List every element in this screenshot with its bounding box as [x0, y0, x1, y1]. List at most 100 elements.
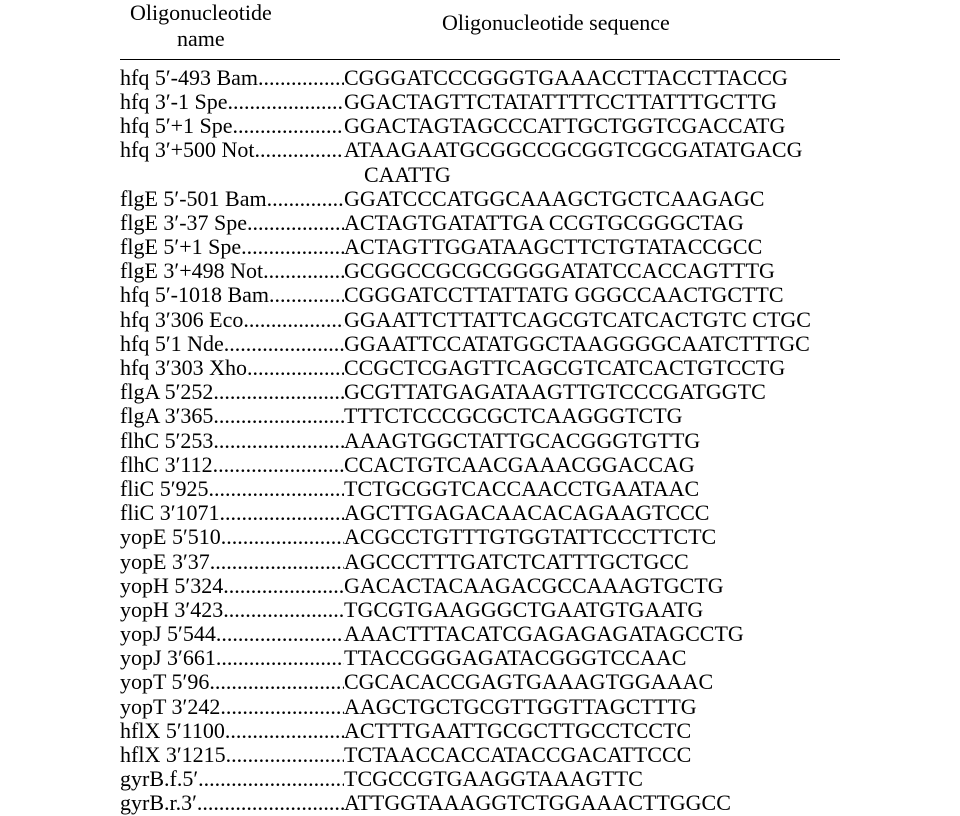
oligo-name-cell: hfq 5′-1018 Bam.........................…: [120, 283, 344, 307]
oligo-name-cell: hfq 3′-1 Spe............................…: [120, 90, 344, 114]
oligo-name-cell: hfq 3′+500 Not..........................…: [120, 138, 344, 162]
oligo-sequence-cell: TTACCGGGAGATACGGGTCCAAC: [344, 646, 840, 670]
table-row: hflX 3′1215.............................…: [120, 743, 840, 767]
oligo-sequence-cell: CGGGATCCCGGGTGAAACCTTACCTTACCG: [344, 66, 840, 90]
oligo-name: fliC 5′925..............................…: [120, 477, 344, 501]
table-row: yopE 3′37...............................…: [120, 550, 840, 574]
table-row: yopH 3′423..............................…: [120, 598, 840, 622]
oligo-sequence-cont: CAATTG: [344, 163, 840, 187]
oligo-name: gyrB.f.5′...............................…: [120, 767, 344, 791]
table-row: flhC 3′112..............................…: [120, 453, 840, 477]
oligo-name-cell: flhC 3′112..............................…: [120, 453, 344, 477]
header-name-line1: Oligonucleotidename: [130, 0, 272, 51]
oligo-sequence-cell: TCGCCGTGAAGGTAAAGTTC: [344, 767, 840, 791]
oligo-name-cell: hfq 5′1 Nde.............................…: [120, 332, 344, 356]
oligo-sequence-cell: GGACTAGTAGCCCATTGCTGGTCGACCATG: [344, 114, 840, 138]
table-row: fliC 5′925..............................…: [120, 477, 840, 501]
oligo-name: hfq 5′-493 Bam..........................…: [120, 66, 344, 90]
table-row: yopH 5′324..............................…: [120, 574, 840, 598]
oligo-name: fliC 3′1071.............................…: [120, 501, 344, 525]
oligo-name-cell: hfq 5′-493 Bam..........................…: [120, 66, 344, 90]
oligo-sequence-cell: TCTAACCACCATACCGACATTCCC: [344, 743, 840, 767]
oligo-sequence-cell: ACTAGTGATATTGA CCGTGCGGGCTAG: [344, 211, 840, 235]
oligo-name-cell: hflX 3′1215.............................…: [120, 743, 344, 767]
oligo-name: hfq 3′-1 Spe............................…: [120, 90, 344, 114]
oligo-name-cell: flgE 5′+1 Spe...........................…: [120, 235, 344, 259]
table-row: flgE 5′-501 Bam.........................…: [120, 187, 840, 211]
oligo-sequence-cell: TTTCTCCCGCGCTCAAGGGTCTG: [344, 404, 840, 428]
oligo-name: yopJ 5′544..............................…: [120, 622, 344, 646]
oligo-name: flgA 5′252..............................…: [120, 380, 344, 404]
empty-cell: [120, 163, 344, 187]
table-row: flgE 3′+498 Not.........................…: [120, 259, 840, 283]
oligo-name: yopT 5′96...............................…: [120, 670, 344, 694]
oligo-sequence-cell: TCTGCGGTCACCAACCTGAATAAC: [344, 477, 840, 501]
oligo-name-cell: yopE 5′510..............................…: [120, 525, 344, 549]
oligo-table: Oligonucleotidename Oligonucleotide sequ…: [0, 0, 960, 816]
oligo-sequence-cell: CCGCTCGAGTTCAGCGTCATCACTGTCCTG: [344, 356, 840, 380]
oligo-name-cell: yopJ 5′544..............................…: [120, 622, 344, 646]
table-row: fliC 3′1071.............................…: [120, 501, 840, 525]
oligo-name: flgE 5′-501 Bam.........................…: [120, 187, 344, 211]
oligo-sequence-cell: GGATCCCATGGCAAAGCTGCTCAAGAGC: [344, 187, 840, 211]
oligo-sequence-cell: ATTGGTAAAGGTCTGGAAACTTGGCC: [344, 791, 840, 815]
table-row: hfq 3′306 Eco...........................…: [120, 308, 840, 332]
table-row: hfq 5′-493 Bam..........................…: [120, 66, 840, 90]
oligo-name-cell: fliC 5′925..............................…: [120, 477, 344, 501]
oligo-sequence-cell: ATAAGAATGCGGCCGCGGTCGCGATATGACG: [344, 138, 840, 162]
oligo-sequence-cell: GACACTACAAGACGCCAAAGTGCTG: [344, 574, 840, 598]
oligo-name: yopE 3′37...............................…: [120, 550, 344, 574]
oligo-name: flgE 3′+498 Not.........................…: [120, 259, 344, 283]
table-row: flhC 5′253..............................…: [120, 429, 840, 453]
oligo-sequence-cell: ACTAGTTGGATAAGCTTCTGTATACCGCC: [344, 235, 840, 259]
oligo-name: flgE 3′-37 Spe..........................…: [120, 211, 344, 235]
oligo-name-cell: flgE 5′-501 Bam.........................…: [120, 187, 344, 211]
oligo-name-cell: fliC 3′1071.............................…: [120, 501, 344, 525]
oligo-name-cell: hfq 3′306 Eco...........................…: [120, 308, 344, 332]
oligo-name: gyrB.r.3′...............................…: [120, 791, 344, 815]
table-row: yopJ 5′544..............................…: [120, 622, 840, 646]
oligo-sequence-cell: AAACTTTACATCGAGAGAGATAGCCTG: [344, 622, 840, 646]
oligo-sequence-cell: ACGCCTGTTTGTGGTATTCCCTTCTC: [344, 525, 840, 549]
oligo-name-cell: yopH 3′423..............................…: [120, 598, 344, 622]
table-row: gyrB.f.5′...............................…: [120, 767, 840, 791]
oligo-name-cell: hflX 5′1100.............................…: [120, 719, 344, 743]
oligo-name: flgE 5′+1 Spe...........................…: [120, 235, 344, 259]
table-row: yopE 5′510..............................…: [120, 525, 840, 549]
oligo-name-cell: flgE 3′+498 Not.........................…: [120, 259, 344, 283]
oligo-name-cell: gyrB.f.5′...............................…: [120, 767, 344, 791]
table-row: hfq 3′-1 Spe............................…: [120, 90, 840, 114]
oligo-name: flgA 3′365..............................…: [120, 404, 344, 428]
table-row: gyrB.r.3′...............................…: [120, 791, 840, 815]
header-name-col: Oligonucleotidename: [120, 0, 272, 53]
oligo-sequence-cell: CGCACACCGAGTGAAAGTGGAAAC: [344, 670, 840, 694]
oligo-sequence-cell: AAGCTGCTGCGTTGGTTAGCTTTG: [344, 695, 840, 719]
oligo-name-cell: flhC 5′253..............................…: [120, 429, 344, 453]
oligo-name: hfq 5′+1 Spe............................…: [120, 114, 344, 138]
oligo-sequence-cell: GGAATTCTTATTCAGCGTCATCACTGTC CTGC: [344, 308, 840, 332]
table-row: flgE 3′-37 Spe..........................…: [120, 211, 840, 235]
oligo-name: hfq 3′306 Eco...........................…: [120, 308, 344, 332]
oligo-sequence-cell: GCGTTATGAGATAAGTTGTCCCGATGGTC: [344, 380, 840, 404]
oligo-name: hfq 3′+500 Not..........................…: [120, 138, 344, 162]
oligo-name: hflX 3′1215.............................…: [120, 743, 344, 767]
oligo-sequence-cell: CGGGATCCTTATTATG GGGCCAACTGCTTC: [344, 283, 840, 307]
oligo-name-cell: yopH 5′324..............................…: [120, 574, 344, 598]
oligo-sequence-cell: GCGGCCGCGCGGGGATATCCACCAGTTTG: [344, 259, 840, 283]
oligo-name: yopH 3′423..............................…: [120, 598, 344, 622]
table-row: hflX 5′1100.............................…: [120, 719, 840, 743]
oligo-name-cell: flgA 3′365..............................…: [120, 404, 344, 428]
oligo-name-cell: hfq 5′+1 Spe............................…: [120, 114, 344, 138]
table-row: yopT 5′96...............................…: [120, 670, 840, 694]
oligo-name-cell: hfq 3′303 Xho...........................…: [120, 356, 344, 380]
table-row: hfq 5′-1018 Bam.........................…: [120, 283, 840, 307]
oligo-name: flhC 5′253..............................…: [120, 429, 344, 453]
oligo-sequence-cell: ACTTTGAATTGCGCTTGCCTCCTC: [344, 719, 840, 743]
table-row: flgE 5′+1 Spe...........................…: [120, 235, 840, 259]
oligo-sequence-cell: AGCCCTTTGATCTCATTTGCTGCC: [344, 550, 840, 574]
oligo-sequence-cell: GGAATTCCATATGGCTAAGGGGCAATCTTTGC: [344, 332, 840, 356]
oligo-name-cell: yopT 5′96...............................…: [120, 670, 344, 694]
oligo-sequence-cell: GGACTAGTTCTATATTTTCCTTATTTGCTTG: [344, 90, 840, 114]
oligo-name: flhC 3′112..............................…: [120, 453, 344, 477]
table-row: hfq 5′+1 Spe............................…: [120, 114, 840, 138]
